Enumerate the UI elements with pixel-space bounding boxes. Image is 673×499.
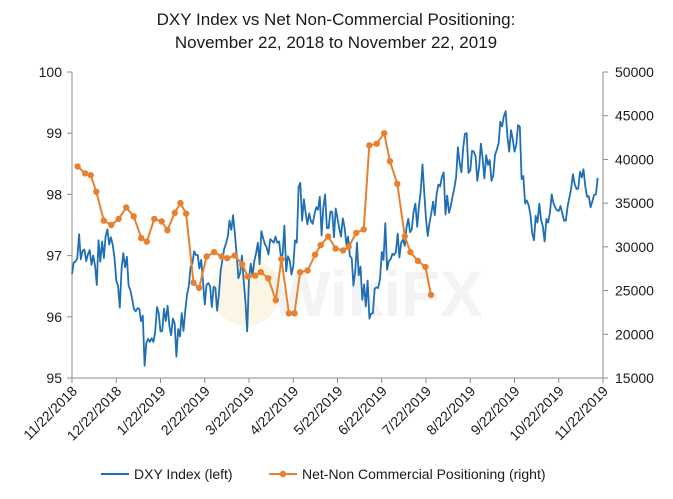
net-positioning-point: [339, 247, 347, 254]
watermark-text: WikiFX: [270, 258, 483, 330]
net-positioning-point: [108, 221, 115, 229]
net-positioning-point: [345, 243, 352, 251]
net-positioning-point: [151, 215, 158, 223]
net-positioning-point: [394, 180, 401, 188]
chart-title-line-1: DXY Index vs Net Non-Commercial Position…: [157, 10, 516, 29]
net-positioning-point: [123, 204, 130, 211]
net-positioning-point: [87, 172, 94, 179]
net-positioning-point: [138, 234, 145, 242]
net-positioning-point: [278, 255, 285, 263]
net-positioning-point: [182, 210, 190, 217]
net-positioning-point: [177, 199, 184, 207]
y-axis-right-ticks: 15000 20000 25000 30000 35000 40000 45000 50000: [603, 64, 654, 386]
net-positioning-point: [238, 261, 246, 268]
net-positioning-point: [143, 238, 150, 245]
y-right-tick-label: 20000: [615, 326, 654, 342]
net-positioning-point: [164, 227, 171, 234]
y-left-tick-label: 100: [39, 64, 63, 80]
net-positioning-point: [427, 291, 435, 299]
y-right-tick-label: 40000: [615, 151, 654, 167]
y-left-tick-label: 96: [46, 309, 62, 325]
net-positioning-point: [285, 310, 293, 317]
net-positioning-point: [231, 252, 238, 259]
net-positioning-point: [407, 248, 414, 256]
net-positioning-point: [171, 209, 178, 216]
net-positioning-point: [210, 248, 218, 256]
legend-positioning-marker: [279, 470, 287, 478]
net-positioning-point: [325, 233, 332, 240]
net-positioning-point: [353, 229, 360, 237]
net-positioning-point: [74, 163, 81, 170]
y-axis-left-ticks: 95 96 97 98 99 100: [39, 64, 72, 386]
net-positioning-point: [272, 297, 279, 304]
y-left-tick-label: 97: [46, 248, 62, 264]
net-positioning-point: [401, 233, 408, 240]
y-right-tick-label: 15000: [615, 370, 654, 386]
y-right-tick-label: 30000: [615, 239, 654, 255]
legend: DXY Index (left) Net-Non Commercial Posit…: [101, 466, 546, 482]
y-left-tick-label: 98: [46, 186, 62, 202]
net-positioning-point: [130, 213, 137, 220]
net-positioning-point: [224, 255, 231, 262]
net-positioning-point: [265, 275, 272, 282]
dxy-index-line: [71, 110, 599, 367]
net-positioning-point: [244, 273, 251, 280]
chart-title-line-2: November 22, 2018 to November 22, 2019: [175, 33, 497, 52]
net-positioning-point: [296, 269, 304, 276]
net-positioning-point: [373, 140, 380, 147]
net-positioning-point: [291, 310, 298, 317]
net-positioning-point: [414, 257, 422, 264]
net-positioning-point: [317, 241, 324, 249]
net-positioning-point: [93, 188, 100, 195]
x-axis-ticks: 11/22/201812/22/20181/22/20192/22/20193/…: [20, 378, 611, 444]
net-positioning-point: [203, 253, 210, 260]
net-positioning-point: [115, 215, 122, 223]
net-positioning-point: [158, 218, 165, 225]
y-right-tick-label: 35000: [615, 195, 654, 211]
legend-dxy-label: DXY Index (left): [134, 466, 233, 482]
legend-positioning-label: Net-Non Commercial Positioning (right): [302, 466, 546, 482]
net-positioning-point: [81, 170, 89, 177]
y-left-tick-label: 95: [46, 370, 62, 386]
net-positioning-point: [195, 284, 203, 292]
net-positioning-point: [422, 263, 429, 271]
net-positioning-point: [252, 272, 259, 279]
net-positioning-point: [332, 245, 339, 252]
net-positioning-point: [304, 267, 311, 274]
series-layer: [71, 110, 599, 367]
net-positioning-point: [257, 269, 264, 276]
net-positioning-point: [360, 226, 367, 233]
net-positioning-point: [100, 217, 108, 224]
y-right-tick-label: 50000: [615, 64, 654, 80]
y-left-tick-label: 99: [46, 125, 62, 141]
net-positioning-point: [218, 253, 225, 260]
net-positioning-point: [366, 142, 373, 149]
net-positioning-point: [386, 158, 394, 165]
net-positioning-point: [311, 251, 319, 258]
net-positioning-point: [190, 279, 197, 286]
net-positioning-point: [381, 130, 388, 137]
y-right-tick-label: 25000: [615, 283, 654, 299]
y-right-tick-label: 45000: [615, 108, 654, 124]
